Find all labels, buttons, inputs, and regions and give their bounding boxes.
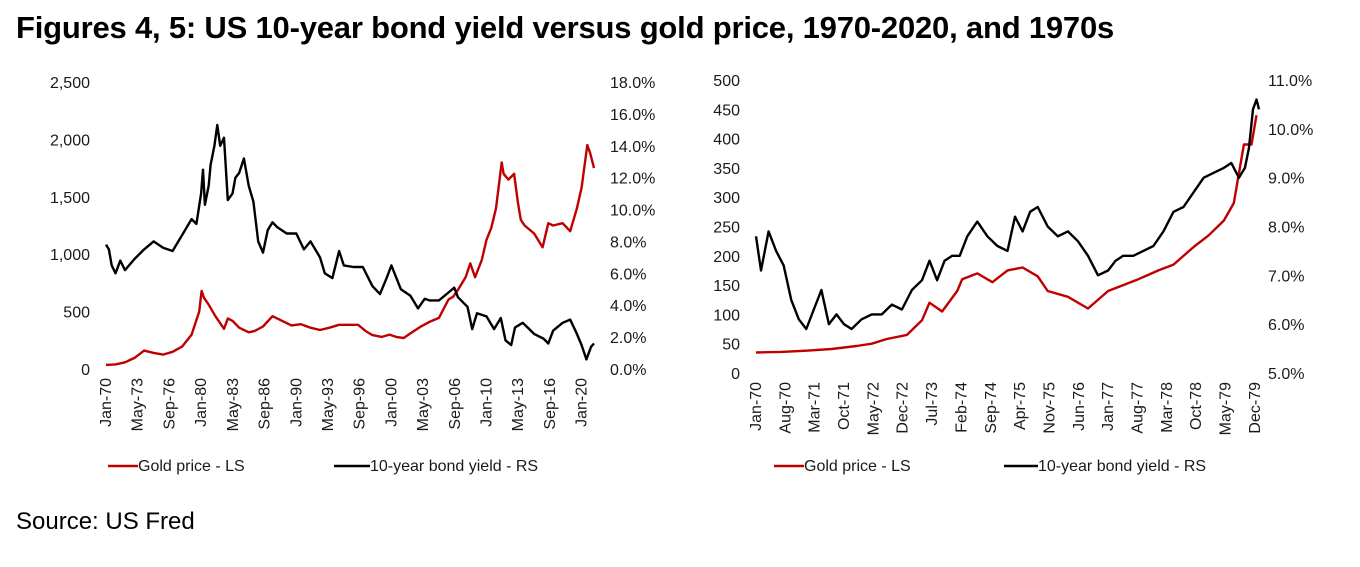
legend-yield-label: 10-year bond yield - RS <box>370 458 538 475</box>
x-axis-tick: Oct-78 <box>1188 382 1205 430</box>
x-axis-tick: Sep-86 <box>257 378 274 430</box>
source-note: Source: US Fred <box>16 508 195 535</box>
right-axis-tick: 8.0% <box>610 234 646 251</box>
x-axis-tick: Sep-76 <box>161 378 178 430</box>
x-axis-tick: Dec-79 <box>1247 382 1264 434</box>
right-axis-tick: 6.0% <box>610 266 646 283</box>
x-axis-tick: Jul-73 <box>924 382 941 426</box>
x-axis-tick: Jan-77 <box>1100 382 1117 431</box>
right-axis-tick: 12.0% <box>610 171 655 188</box>
x-axis-tick: Mar-71 <box>807 382 824 433</box>
x-axis-tick: May-72 <box>865 382 882 435</box>
left-axis-tick: 2,500 <box>50 75 90 92</box>
left-axis-tick: 250 <box>713 220 740 237</box>
left-axis-tick: 50 <box>722 337 740 354</box>
x-axis-tick: Oct-71 <box>836 382 853 430</box>
right-axis-tick: 8.0% <box>1268 220 1304 237</box>
left-axis-tick: 1,000 <box>50 247 90 264</box>
left-axis-tick: 350 <box>713 161 740 178</box>
bond-yield-line <box>104 123 595 361</box>
right-axis-tick: 10.0% <box>1268 122 1313 139</box>
x-axis-tick: Feb-74 <box>953 382 970 433</box>
right-axis-tick: 4.0% <box>610 298 646 315</box>
figure-title: Figures 4, 5: US 10-year bond yield vers… <box>16 10 1115 45</box>
right-axis-tick: 7.0% <box>1268 268 1304 285</box>
x-axis-tick: Apr-75 <box>1012 382 1029 430</box>
bond-yield-line <box>754 98 1261 331</box>
left-axis-tick: 300 <box>713 190 740 207</box>
left-axis-tick: 500 <box>713 73 740 90</box>
x-axis-tick: May-73 <box>130 378 147 431</box>
left-axis-tick: 500 <box>63 305 90 322</box>
x-axis-tick: Jan-70 <box>748 382 765 431</box>
x-axis-tick: Jan-20 <box>574 378 591 427</box>
gold-price-line <box>105 143 596 367</box>
x-axis-tick: May-79 <box>1217 382 1234 435</box>
x-axis-tick: Sep-16 <box>542 378 559 430</box>
x-axis-tick: May-13 <box>510 378 527 431</box>
left-axis-tick: 1,500 <box>50 190 90 207</box>
right-axis-tick: 10.0% <box>610 203 655 220</box>
right-axis-tick: 11.0% <box>1268 73 1312 90</box>
x-axis-tick: Dec-72 <box>895 382 912 434</box>
left-axis-tick: 450 <box>713 102 740 119</box>
left-axis-tick: 2,000 <box>50 132 90 149</box>
left-axis-tick: 0 <box>81 362 90 379</box>
x-axis-tick: Sep-74 <box>983 382 1000 434</box>
x-axis-tick: May-03 <box>415 378 432 431</box>
left-axis-tick: 200 <box>713 249 740 266</box>
x-axis-tick: May-93 <box>320 378 337 431</box>
legend-gold-label: Gold price - LS <box>804 458 911 475</box>
x-axis-tick: Sep-96 <box>352 378 369 430</box>
chart-1970-2020: 0 500 1,000 1,500 2,000 2,500 0.0% 2.0% 4.0% 6.0%… <box>50 75 655 475</box>
x-axis-tick: May-83 <box>225 378 242 431</box>
right-axis-tick: 9.0% <box>1268 171 1304 188</box>
x-axis-tick: Mar-78 <box>1159 382 1176 433</box>
left-axis-tick: 100 <box>713 307 740 324</box>
x-axis-tick: Sep-06 <box>447 378 464 430</box>
x-axis-tick: Nov-75 <box>1041 382 1058 434</box>
right-axis-tick: 5.0% <box>1268 366 1304 383</box>
right-axis-tick: 6.0% <box>1268 317 1304 334</box>
gold-price-line <box>755 114 1258 354</box>
x-axis-tick: Jan-10 <box>479 378 496 427</box>
legend-gold-label: Gold price - LS <box>138 458 245 475</box>
right-axis-tick: 16.0% <box>610 107 655 124</box>
left-axis-tick: 400 <box>713 132 740 149</box>
x-axis-tick: Aug-77 <box>1129 382 1146 434</box>
right-axis-tick: 14.0% <box>610 139 655 156</box>
left-axis-tick: 150 <box>713 278 740 295</box>
chart-1970s: 0 50 100 150 200 250 300 350 400 450 500 5.0% 6.0% 7.… <box>713 73 1313 475</box>
x-axis-tick: Aug-70 <box>777 382 794 434</box>
x-axis-tick: Jan-70 <box>98 378 115 427</box>
legend-yield-label: 10-year bond yield - RS <box>1038 458 1206 475</box>
x-axis-tick: Jan-90 <box>288 378 305 427</box>
left-axis-tick: 0 <box>731 366 740 383</box>
right-axis-tick: 2.0% <box>610 330 646 347</box>
x-axis-tick: Jan-80 <box>193 378 210 427</box>
x-axis-tick: Jun-76 <box>1071 382 1088 431</box>
right-axis-tick: 18.0% <box>610 75 655 92</box>
x-axis-tick: Jan-00 <box>383 378 400 427</box>
right-axis-tick: 0.0% <box>610 362 646 379</box>
